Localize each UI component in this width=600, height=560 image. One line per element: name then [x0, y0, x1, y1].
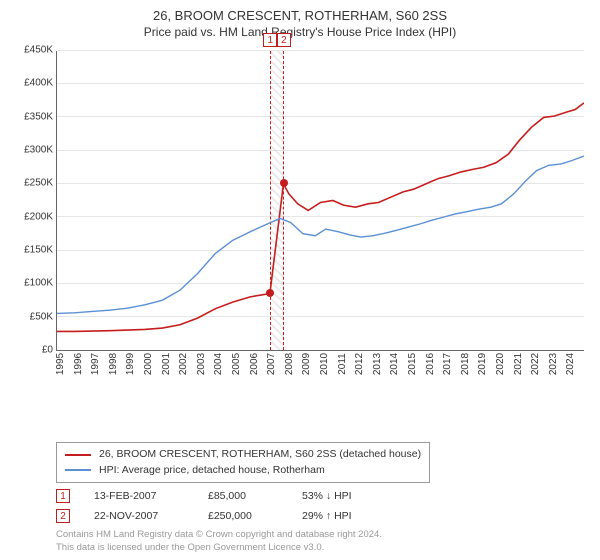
y-axis-tick-label: £400K — [24, 78, 57, 89]
transaction-diff: 29% ↑ HPI — [302, 510, 382, 522]
y-axis-tick-label: £50K — [30, 311, 57, 322]
x-axis-tick-label: 2017 — [444, 353, 459, 375]
y-axis-tick-label: £150K — [24, 245, 57, 256]
titles: 26, BROOM CRESCENT, ROTHERHAM, S60 2SS P… — [12, 8, 588, 39]
y-axis-tick-label: £100K — [24, 278, 57, 289]
x-axis-tick-label: 2016 — [427, 353, 442, 375]
chart-area: £0£50K£100K£150K£200K£250K£300K£350K£400… — [12, 47, 588, 434]
transaction-price: £250,000 — [208, 510, 278, 522]
series-line-price_paid — [57, 103, 584, 332]
y-axis-tick-label: £350K — [24, 111, 57, 122]
chart-title: 26, BROOM CRESCENT, ROTHERHAM, S60 2SS — [12, 8, 588, 23]
x-axis-tick-label: 1998 — [110, 353, 125, 375]
x-axis-tick-label: 2021 — [515, 353, 530, 375]
x-axis-tick-label: 2008 — [286, 353, 301, 375]
legend-swatch — [65, 454, 91, 456]
legend-box: 26, BROOM CRESCENT, ROTHERHAM, S60 2SS (… — [56, 442, 430, 484]
plot-region: £0£50K£100K£150K£200K£250K£300K£350K£400… — [56, 51, 584, 351]
series-line-hpi — [57, 156, 584, 313]
legend-swatch — [65, 469, 91, 471]
attribution-footer: Contains HM Land Registry data © Crown c… — [56, 529, 588, 554]
legend-item: HPI: Average price, detached house, Roth… — [65, 463, 421, 479]
transaction-point — [280, 179, 288, 187]
transaction-diff: 53% ↓ HPI — [302, 490, 382, 502]
transaction-marker-top: 1 — [263, 33, 277, 47]
transaction-date: 13-FEB-2007 — [94, 490, 184, 502]
x-axis-tick-label: 2000 — [145, 353, 160, 375]
line-layer — [57, 51, 584, 350]
x-axis-tick-label: 1997 — [92, 353, 107, 375]
legend-item: 26, BROOM CRESCENT, ROTHERHAM, S60 2SS (… — [65, 447, 421, 463]
transaction-marker-icon: 1 — [56, 489, 70, 503]
legend-label: HPI: Average price, detached house, Roth… — [99, 463, 325, 479]
x-axis-tick-label: 2004 — [215, 353, 230, 375]
x-axis-tick-label: 2024 — [567, 353, 582, 375]
footer-line: Contains HM Land Registry data © Crown c… — [56, 529, 588, 541]
x-axis-tick-label: 2023 — [550, 353, 565, 375]
y-axis-tick-label: £450K — [24, 45, 57, 56]
transaction-marker-icon: 2 — [56, 509, 70, 523]
x-axis-tick-label: 2020 — [497, 353, 512, 375]
x-axis-tick-label: 2013 — [374, 353, 389, 375]
x-axis-tick-label: 2015 — [409, 353, 424, 375]
transaction-date: 22-NOV-2007 — [94, 510, 184, 522]
y-axis-tick-label: £200K — [24, 211, 57, 222]
x-axis-tick-label: 2001 — [163, 353, 178, 375]
footer-line: This data is licensed under the Open Gov… — [56, 542, 588, 554]
chart-subtitle: Price paid vs. HM Land Registry's House … — [12, 25, 588, 39]
x-axis-tick-label: 2006 — [251, 353, 266, 375]
x-axis-tick-label: 1995 — [57, 353, 72, 375]
transaction-marker-top: 2 — [277, 33, 291, 47]
transaction-table: 1 13-FEB-2007 £85,000 53% ↓ HPI 2 22-NOV-2007… — [56, 489, 588, 529]
x-axis-tick-label: 2005 — [233, 353, 248, 375]
transaction-point — [266, 289, 274, 297]
transaction-row: 1 13-FEB-2007 £85,000 53% ↓ HPI — [56, 489, 588, 503]
x-axis-tick-label: 2010 — [321, 353, 336, 375]
transaction-price: £85,000 — [208, 490, 278, 502]
transaction-row: 2 22-NOV-2007 £250,000 29% ↑ HPI — [56, 509, 588, 523]
x-axis-tick-label: 2022 — [532, 353, 547, 375]
y-axis-tick-label: £300K — [24, 145, 57, 156]
x-axis-tick-label: 2009 — [303, 353, 318, 375]
x-axis-tick-label: 1996 — [75, 353, 90, 375]
x-axis-tick-label: 2012 — [356, 353, 371, 375]
legend-label: 26, BROOM CRESCENT, ROTHERHAM, S60 2SS (… — [99, 447, 421, 463]
x-axis-tick-label: 2019 — [479, 353, 494, 375]
chart-container: 26, BROOM CRESCENT, ROTHERHAM, S60 2SS P… — [0, 0, 600, 560]
x-axis-tick-label: 2014 — [391, 353, 406, 375]
y-axis-tick-label: £250K — [24, 178, 57, 189]
x-axis-tick-label: 2002 — [180, 353, 195, 375]
x-axis-tick-label: 2007 — [268, 353, 283, 375]
x-axis-tick-label: 2011 — [339, 353, 354, 375]
x-axis-tick-label: 2003 — [198, 353, 213, 375]
x-axis-tick-label: 2018 — [462, 353, 477, 375]
x-axis-tick-label: 1999 — [127, 353, 142, 375]
